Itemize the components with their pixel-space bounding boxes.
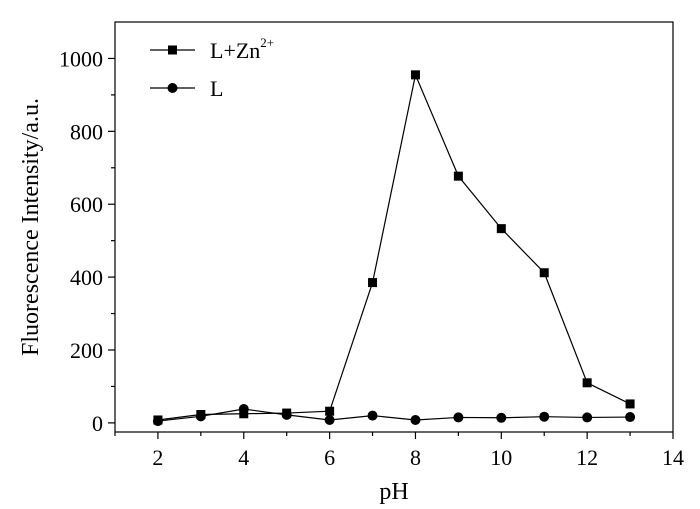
legend-marker	[167, 83, 178, 93]
x-tick-label: 14	[662, 445, 684, 470]
legend-marker	[168, 45, 177, 55]
legend-label: L+Zn2+	[210, 35, 274, 63]
data-point	[625, 399, 635, 409]
data-point	[195, 411, 206, 422]
data-point	[325, 406, 335, 416]
legend: L+Zn2+ L	[150, 35, 274, 101]
data-point	[368, 278, 378, 288]
y-tick-label: 600	[70, 192, 103, 217]
y-tick-label: 400	[70, 265, 103, 290]
data-point	[582, 378, 592, 388]
legend-label: L	[210, 76, 223, 101]
x-tick-label: 8	[410, 445, 421, 470]
data-point	[367, 410, 378, 421]
y-tick-label: 200	[70, 338, 103, 363]
data-point	[539, 411, 550, 422]
data-point	[238, 404, 249, 415]
x-tick-label: 10	[490, 445, 512, 470]
plot-frame	[114, 21, 674, 433]
series-layer	[152, 70, 636, 427]
y-axis-ticks: 0 200 400 600 800 1000	[59, 46, 115, 436]
data-point	[324, 414, 335, 425]
x-tick-label: 12	[576, 445, 598, 470]
y-tick-label: 800	[70, 119, 103, 144]
legend-item: L+Zn2+	[150, 35, 274, 63]
series-line	[157, 408, 631, 422]
data-point	[410, 414, 421, 425]
x-axis-ticks: 2 4 6 8 10 12 14	[114, 432, 684, 470]
series-line	[157, 72, 631, 421]
data-point	[582, 412, 593, 423]
data-point	[496, 224, 506, 234]
y-tick-label: 1000	[59, 46, 103, 71]
y-axis-title: Fluorescence Intensity/a.u.	[18, 98, 44, 356]
legend-item: L	[150, 76, 223, 101]
x-tick-label: 6	[324, 445, 335, 470]
data-point	[625, 412, 636, 423]
data-point	[496, 412, 507, 423]
x-tick-label: 4	[238, 445, 249, 470]
data-point	[453, 171, 463, 181]
y-tick-label: 0	[92, 411, 103, 436]
x-axis-title: pH	[379, 479, 408, 505]
data-point	[453, 412, 464, 423]
data-point	[281, 409, 292, 420]
series-l-zn	[153, 70, 635, 425]
series-l	[152, 404, 636, 427]
data-point	[410, 70, 420, 80]
data-point	[539, 268, 549, 278]
x-tick-label: 2	[152, 445, 163, 470]
data-point	[152, 416, 163, 427]
